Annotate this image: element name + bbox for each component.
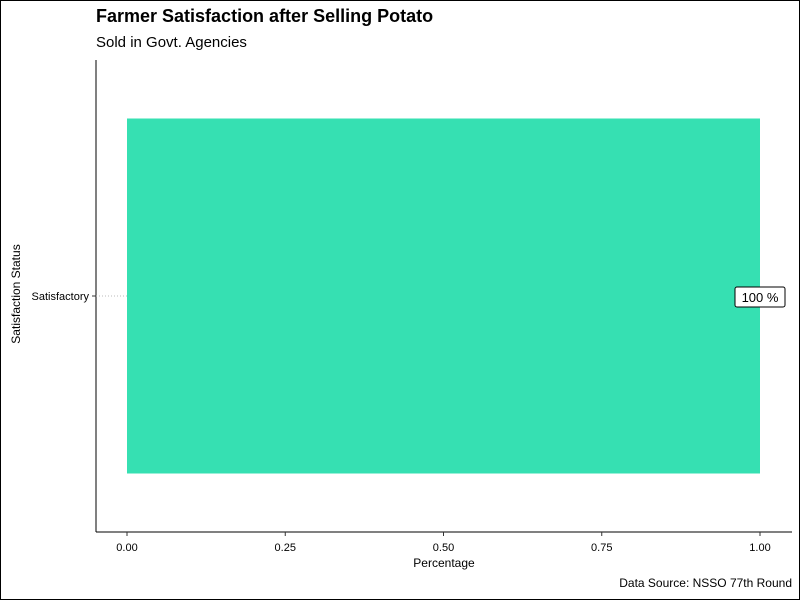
- x-tick-label: 0.50: [433, 542, 454, 554]
- chart-subtitle: Sold in Govt. Agencies: [96, 34, 247, 51]
- x-tick-label: 0.25: [275, 542, 296, 554]
- bar-satisfactory: [127, 118, 760, 474]
- chart-title: Farmer Satisfaction after Selling Potato: [96, 6, 434, 26]
- y-tick-label: Satisfactory: [32, 291, 90, 303]
- data-source-caption: Data Source: NSSO 77th Round: [619, 576, 792, 590]
- data-label-box: [734, 286, 786, 308]
- x-tick-label: 0.00: [116, 542, 137, 554]
- x-axis-label: Percentage: [413, 556, 475, 570]
- data-label: 100 %: [742, 290, 779, 305]
- x-tick-label: 1.00: [749, 542, 770, 554]
- x-tick-label: 0.75: [591, 542, 612, 554]
